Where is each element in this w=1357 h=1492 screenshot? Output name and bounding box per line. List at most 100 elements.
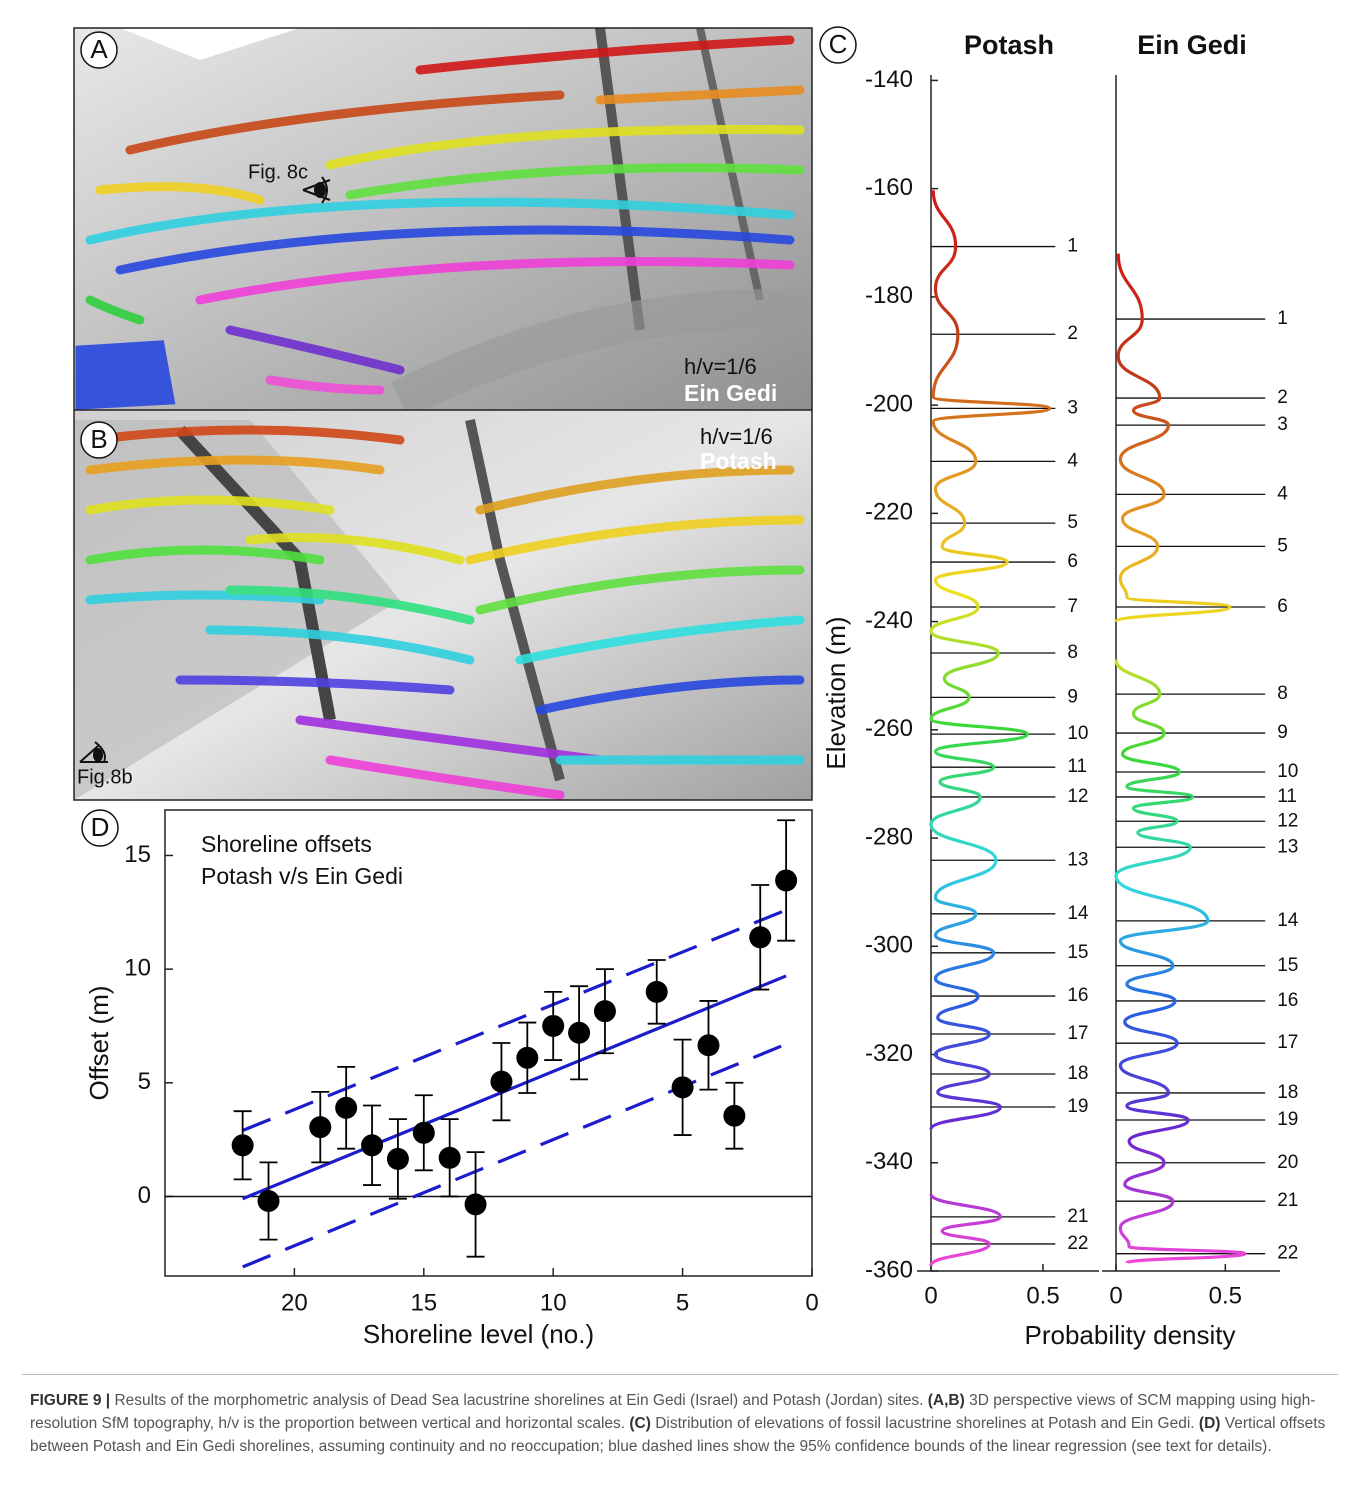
shoreline-label: 5 [1277, 535, 1288, 556]
data-point [438, 1146, 461, 1169]
panel-b-image [74, 410, 812, 800]
x-tick-label: 0 [1109, 1282, 1122, 1309]
shoreline-label: 15 [1277, 955, 1298, 976]
shoreline-label: 13 [1067, 849, 1088, 870]
shoreline-label: 8 [1067, 642, 1078, 663]
panel-letter-circle [819, 26, 857, 64]
shoreline-label: 22 [1067, 1233, 1088, 1254]
panel-letter: B [90, 424, 107, 454]
data-point [697, 1034, 720, 1057]
caption-tag: (C) [629, 1415, 651, 1432]
shoreline-label: 17 [1277, 1032, 1298, 1053]
shoreline-label: 3 [1277, 414, 1288, 435]
caption-text: Results of the morphometric analysis of … [114, 1392, 924, 1409]
y-tick-label: -300 [865, 932, 913, 959]
y-tick-label: -220 [865, 499, 913, 526]
data-point [412, 1121, 435, 1144]
shoreline-label: 9 [1067, 686, 1078, 707]
density-curve [1114, 253, 1247, 1265]
data-point [386, 1147, 409, 1170]
shoreline-label: 20 [1277, 1152, 1298, 1173]
data-point [361, 1134, 384, 1157]
data-point [335, 1096, 358, 1119]
shoreline-label: 3 [1067, 397, 1078, 418]
data-point [749, 926, 772, 949]
shoreline-label: 6 [1067, 551, 1078, 572]
scale-label: h/v=1/6 [700, 424, 773, 449]
y-tick-label: -160 [865, 174, 913, 201]
y-tick-label: -140 [865, 66, 913, 93]
y-tick-label: -180 [865, 282, 913, 309]
shoreline-label: 18 [1277, 1082, 1298, 1103]
y-tick-label: -340 [865, 1148, 913, 1175]
panel-letter-circle [81, 809, 119, 847]
scale-label: h/v=1/6 [684, 354, 757, 379]
view-label: Fig. 8c [248, 161, 308, 183]
shoreline-label: 11 [1277, 786, 1297, 807]
x-axis-label: Probability density [1025, 1320, 1236, 1350]
caption-tag: (A,B) [927, 1392, 965, 1409]
data-point [464, 1193, 487, 1216]
y-tick-label: -360 [865, 1256, 913, 1283]
chart-title: Potash [964, 30, 1054, 60]
panel-letter: C [829, 29, 848, 59]
shoreline-label: 7 [1067, 596, 1078, 617]
data-point [542, 1014, 565, 1037]
shoreline-label: 14 [1067, 903, 1089, 924]
x-tick-label: 0 [924, 1282, 937, 1309]
shoreline-label: 5 [1067, 512, 1078, 533]
confidence-bound [242, 908, 787, 1133]
shoreline-label: 1 [1067, 236, 1078, 257]
shoreline-label: 17 [1067, 1023, 1088, 1044]
x-tick-label: 0.5 [1026, 1282, 1059, 1309]
figure: A Fig. 8c h/v=1/6 Ein Gedi B h/v=1/6 Pot… [73, 26, 1299, 1350]
shoreline-label: 16 [1067, 985, 1088, 1006]
shoreline-label: 21 [1067, 1206, 1088, 1227]
data-point [645, 980, 668, 1003]
annotation: Shoreline offsets [201, 831, 372, 857]
shoreline-label: 11 [1067, 756, 1087, 777]
shoreline-label: 4 [1277, 483, 1288, 504]
data-point [257, 1189, 280, 1212]
y-tick-label: -240 [865, 607, 913, 634]
x-tick-label: 5 [676, 1289, 689, 1316]
annotation: Potash v/s Ein Gedi [201, 863, 403, 889]
x-tick-label: 15 [410, 1289, 437, 1316]
y-tick-label: -280 [865, 823, 913, 850]
view-label: Fig.8b [77, 766, 133, 788]
data-point [309, 1116, 332, 1139]
x-tick-label: 0 [805, 1289, 818, 1316]
shoreline-label: 19 [1067, 1096, 1088, 1117]
y-tick-label: -320 [865, 1040, 913, 1067]
shoreline-label: 9 [1277, 722, 1288, 743]
shoreline-label: 16 [1277, 990, 1298, 1011]
caption-text: 3D perspective views of SCM mapping usin… [30, 1392, 1316, 1432]
caption-tag: (D) [1198, 1415, 1221, 1432]
confidence-bound [242, 1042, 787, 1269]
shoreline-label: 19 [1277, 1109, 1298, 1130]
shoreline-label: 10 [1277, 761, 1298, 782]
shoreline-label: 8 [1277, 683, 1288, 704]
x-axis-label: Shoreline level (no.) [363, 1319, 594, 1349]
y-tick-label: -200 [865, 390, 913, 417]
x-tick-label: 10 [540, 1289, 567, 1316]
shoreline-label: 14 [1277, 910, 1299, 931]
data-point [490, 1070, 513, 1093]
y-tick-label: 5 [138, 1068, 151, 1095]
regression-line [242, 974, 787, 1201]
y-tick-label: 0 [138, 1182, 151, 1209]
caption-text: Vertical offsets between Potash and Ein … [30, 1415, 1326, 1455]
shoreline-label: 6 [1277, 596, 1288, 617]
panel-a-image [74, 28, 812, 410]
data-point [775, 869, 798, 892]
x-tick-label: 0.5 [1209, 1282, 1242, 1309]
caption: FIGURE 9 | Results of the morphometric a… [22, 1374, 1338, 1458]
y-axis-label: Offset (m) [84, 985, 114, 1100]
shoreline-label: 15 [1067, 942, 1088, 963]
shoreline-label: 2 [1067, 323, 1078, 344]
data-point [568, 1021, 591, 1044]
x-tick-label: 20 [281, 1289, 308, 1316]
site-label: Potash [700, 448, 777, 474]
density-curve [929, 190, 1052, 1267]
shoreline-label: 12 [1277, 810, 1298, 831]
